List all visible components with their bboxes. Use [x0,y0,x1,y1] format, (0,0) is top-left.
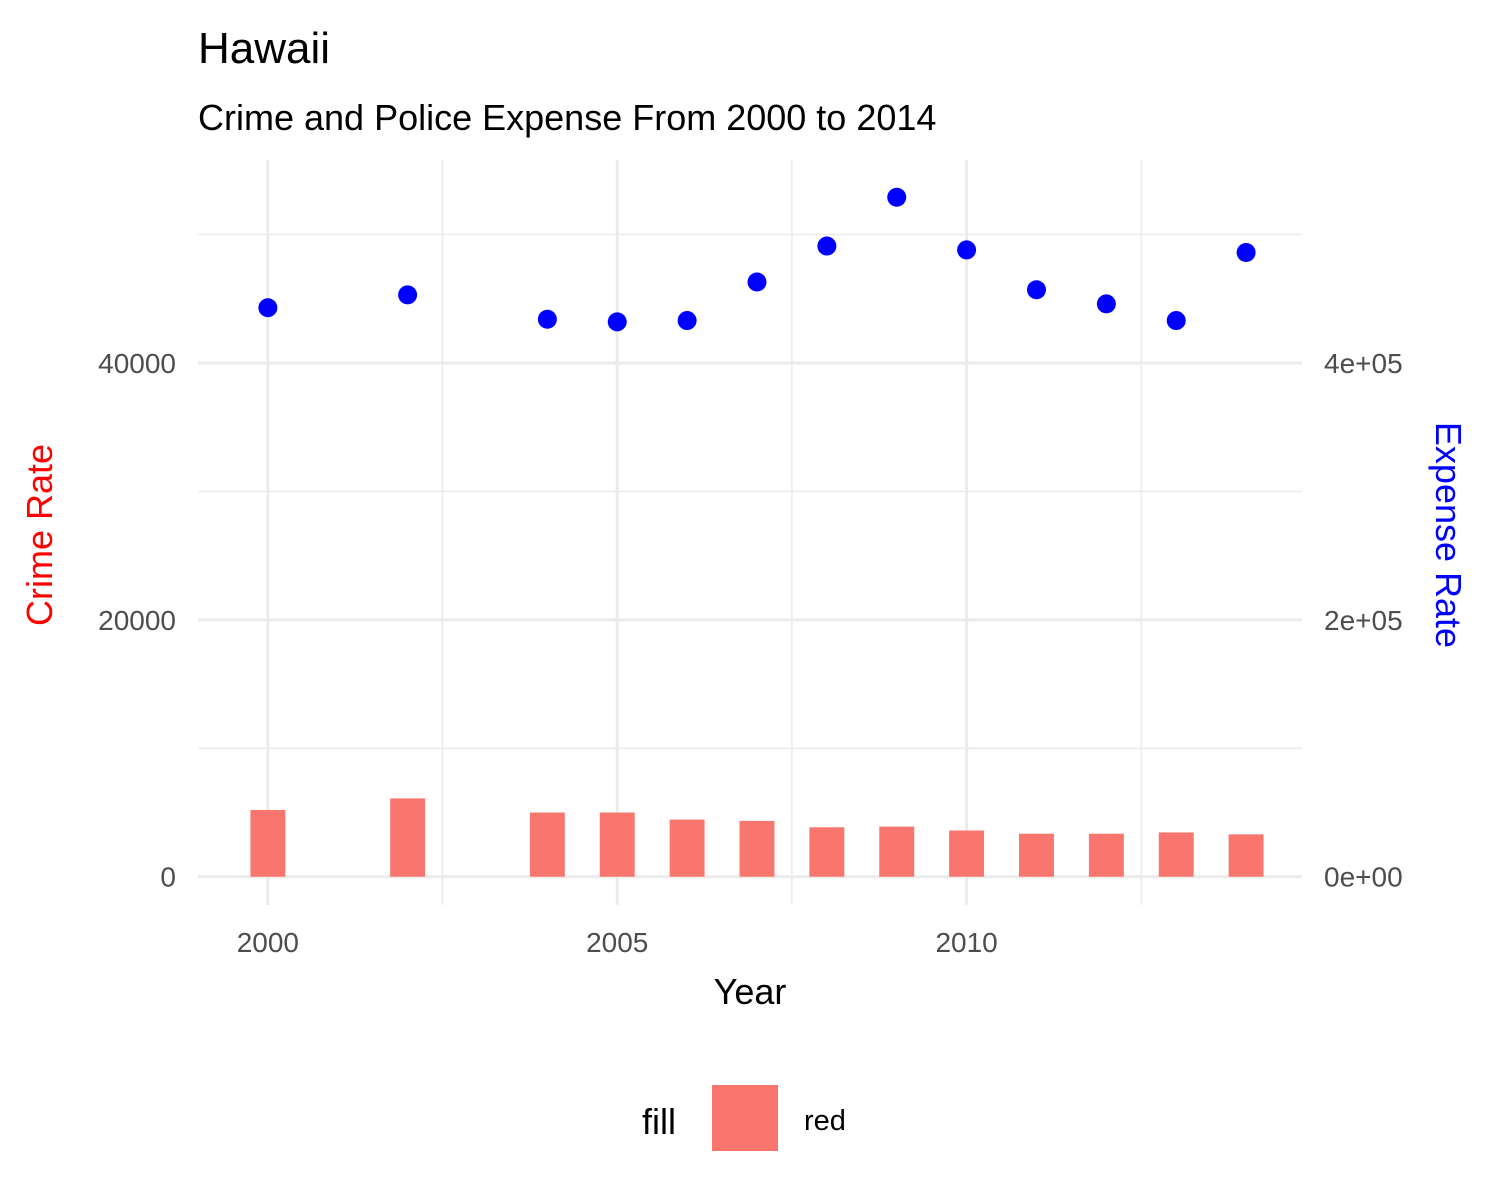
bar [949,830,985,877]
point [398,285,418,305]
point [1236,242,1256,262]
bar [390,798,426,877]
bar [250,809,286,877]
x-tick-label: 2000 [237,927,299,958]
legend-key-red [712,1085,778,1151]
grid [198,160,1302,905]
y-left-tick-label: 20000 [98,605,176,636]
y-right-tick-label: 2e+05 [1324,605,1403,636]
point [1096,294,1116,314]
bar [879,826,915,877]
x-tick-label: 2005 [586,927,648,958]
legend-label-red: red [804,1105,846,1137]
y-axis-right-title: Expense Rate [1428,422,1469,648]
legend: fill red [642,1085,846,1151]
point [887,187,907,207]
point [607,312,627,332]
point [258,298,278,318]
y-left-tick-label: 0 [160,862,176,893]
point [817,236,837,256]
bar [739,820,775,877]
legend-title: fill [642,1101,676,1142]
point [1166,311,1186,331]
crime-rate-bars [250,798,1264,877]
bar [809,827,845,877]
point [1026,280,1046,300]
x-tick-label: 2010 [935,927,997,958]
bar [1158,832,1194,877]
point [537,309,557,329]
x-axis-title: Year [714,971,787,1012]
tick-labels: 2000 2005 2010 0 20000 40000 0e+00 2e+05 4e+05 [98,348,1403,958]
bar [1228,834,1264,877]
bar [1088,833,1124,877]
point [747,272,767,292]
chart-subtitle: Crime and Police Expense From 2000 to 20… [198,97,936,138]
y-axis-left-title: Crime Rate [19,444,60,626]
point [957,240,977,260]
bar [599,812,635,877]
y-right-tick-label: 0e+00 [1324,862,1403,893]
y-right-tick-label: 4e+05 [1324,348,1403,379]
bar [529,812,565,877]
chart-title: Hawaii [198,24,330,73]
point [677,311,697,331]
bar [1019,833,1054,877]
bar [669,819,705,877]
y-left-tick-label: 40000 [98,348,176,379]
expense-rate-points [258,187,1256,332]
